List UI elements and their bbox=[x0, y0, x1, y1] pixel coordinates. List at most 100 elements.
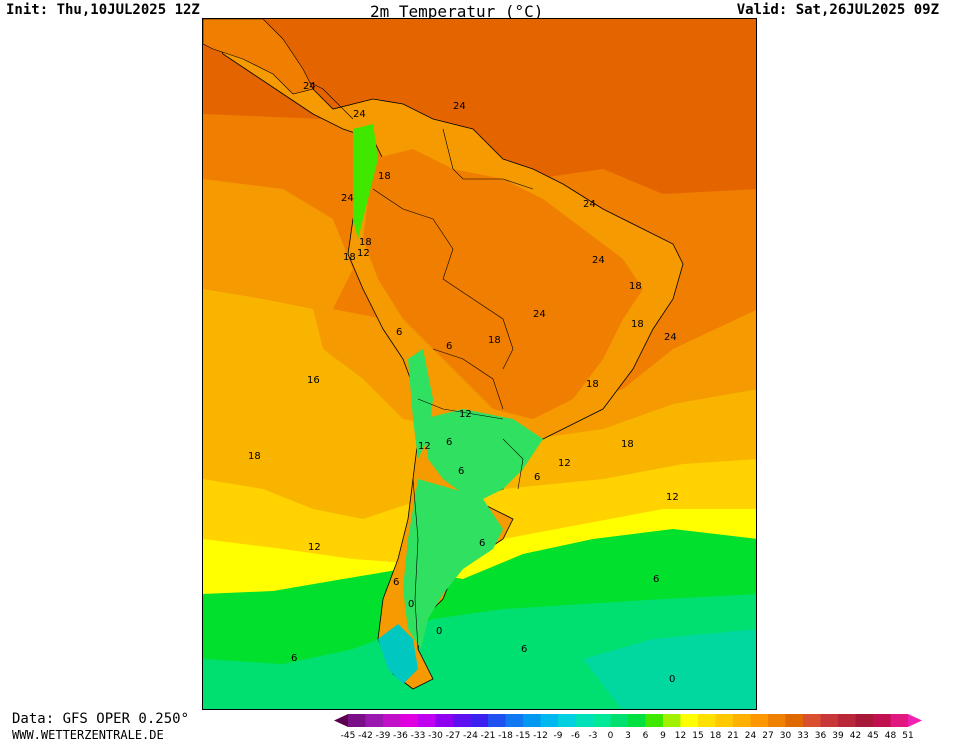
central-america bbox=[203, 19, 314, 95]
legend-swatch bbox=[610, 714, 628, 727]
legend-tick-label: 42 bbox=[850, 731, 861, 741]
legend-swatch bbox=[715, 714, 733, 727]
legend-tick-label: 6 bbox=[643, 731, 649, 741]
legend-tick-label: 3 bbox=[625, 731, 631, 741]
andes-central-cold-strip bbox=[408, 349, 433, 459]
legend-tick-label: 45 bbox=[867, 731, 878, 741]
legend-tick-label: -12 bbox=[533, 731, 548, 741]
legend-tick-label: 9 bbox=[660, 731, 666, 741]
legend-swatch bbox=[400, 714, 418, 727]
pampas-cool-zone bbox=[423, 409, 543, 499]
legend-swatch bbox=[628, 714, 646, 727]
border-line bbox=[502, 438, 524, 490]
contour-label: 18 bbox=[248, 451, 261, 462]
band-0 bbox=[583, 629, 756, 709]
contour-label: 6 bbox=[653, 574, 659, 585]
contour-label: 24 bbox=[341, 193, 354, 204]
legend-swatch bbox=[838, 714, 856, 727]
patagonia-cool-zone bbox=[403, 479, 503, 649]
amazon-warm-zone bbox=[363, 149, 643, 419]
legend-swatch bbox=[593, 714, 611, 727]
legend-tick-label: 0 bbox=[608, 731, 614, 741]
contour-label: 24 bbox=[533, 309, 546, 320]
border-line bbox=[412, 478, 419, 650]
legend-swatch bbox=[680, 714, 698, 727]
contour-label: 12 bbox=[357, 248, 370, 259]
legend-tick-label: -36 bbox=[393, 731, 408, 741]
legend-swatch bbox=[733, 714, 751, 727]
contour-label: 18 bbox=[378, 171, 391, 182]
contour-label: 12 bbox=[666, 492, 679, 503]
contour-label: 6 bbox=[521, 644, 527, 655]
contour-label: 6 bbox=[396, 327, 402, 338]
legend-tick-label: 21 bbox=[727, 731, 738, 741]
legend-tick-label: -18 bbox=[498, 731, 513, 741]
map-canvas: 24 24 24 18 24 24 18 18 12 24 18 24 18 2… bbox=[203, 19, 756, 709]
legend-swatch bbox=[803, 714, 821, 727]
contour-label: 16 bbox=[307, 375, 320, 386]
contour-label: 6 bbox=[446, 341, 452, 352]
valid-time: Valid: Sat,26JUL2025 09Z bbox=[736, 2, 939, 18]
legend-tick-label: -21 bbox=[481, 731, 496, 741]
contour-label: 0 bbox=[436, 626, 442, 637]
data-source: Data: GFS OPER 0.250° bbox=[12, 711, 190, 727]
legend-swatch bbox=[348, 714, 366, 727]
legend-swatch bbox=[855, 714, 873, 727]
legend-swatch bbox=[575, 714, 593, 727]
contour-label: 12 bbox=[558, 458, 571, 469]
legend-swatch bbox=[750, 714, 768, 727]
legend-tick-label: -24 bbox=[463, 731, 478, 741]
contour-label: 24 bbox=[592, 255, 605, 266]
contour-label: 0 bbox=[408, 599, 414, 610]
contour-label: 6 bbox=[458, 466, 464, 477]
legend-tick-label: 39 bbox=[832, 731, 844, 741]
country-borders bbox=[302, 78, 534, 650]
legend-swatch bbox=[435, 714, 453, 727]
contour-label: 6 bbox=[393, 577, 399, 588]
legend-swatch bbox=[540, 714, 558, 727]
contour-label: 12 bbox=[418, 441, 431, 452]
legend-swatch bbox=[890, 714, 908, 727]
legend-tick-label: -3 bbox=[589, 731, 598, 741]
legend-tick-label: 36 bbox=[815, 731, 827, 741]
legend-tick-label: -9 bbox=[554, 731, 563, 741]
contour-label: 18 bbox=[631, 319, 644, 330]
border-line bbox=[417, 398, 504, 420]
contour-label: 18 bbox=[359, 237, 372, 248]
legend-swatch bbox=[645, 714, 663, 727]
legend-swatch bbox=[365, 714, 383, 727]
legend-tick-label: 27 bbox=[762, 731, 773, 741]
contour-label: 12 bbox=[459, 409, 472, 420]
legend-swatch bbox=[558, 714, 576, 727]
contour-labels: 24 24 24 18 24 24 18 18 12 24 18 24 18 2… bbox=[248, 81, 679, 685]
contour-label: 18 bbox=[586, 379, 599, 390]
legend-arrow-left bbox=[334, 714, 348, 727]
tierra-del-fuego-cold-zone bbox=[378, 624, 418, 684]
temperature-map: 24 24 24 18 24 24 18 18 12 24 18 24 18 2… bbox=[202, 18, 757, 710]
color-legend: -45 -42 -39 -36 -33 -30 -27 -24 -21 -18 -15 -12 -9 -6… bbox=[334, 711, 959, 741]
andes-north-cold-strip bbox=[353, 124, 378, 239]
contour-label: 12 bbox=[308, 542, 321, 553]
legend-tick-label: -30 bbox=[428, 731, 443, 741]
contour-label: 18 bbox=[488, 335, 501, 346]
legend-tick-label: -27 bbox=[446, 731, 461, 741]
legend-tick-label: -33 bbox=[411, 731, 426, 741]
contour-label: 6 bbox=[446, 437, 452, 448]
border-line bbox=[372, 188, 514, 370]
legend-swatch bbox=[418, 714, 436, 727]
legend-swatch bbox=[785, 714, 803, 727]
border-line bbox=[432, 348, 504, 410]
legend-tick-label: 24 bbox=[745, 731, 757, 741]
legend-swatch bbox=[505, 714, 523, 727]
legend-tick-label: 12 bbox=[675, 731, 686, 741]
contour-label: 18 bbox=[629, 281, 642, 292]
legend-tick-label: -42 bbox=[358, 731, 373, 741]
contour-label: 6 bbox=[479, 538, 485, 549]
legend-tick-label: 15 bbox=[692, 731, 703, 741]
legend-swatch bbox=[873, 714, 891, 727]
legend-swatch bbox=[768, 714, 786, 727]
legend-swatch bbox=[383, 714, 401, 727]
legend-tick-label: 33 bbox=[797, 731, 808, 741]
legend-tick-label: -15 bbox=[516, 731, 531, 741]
legend-tick-label: -45 bbox=[341, 731, 356, 741]
